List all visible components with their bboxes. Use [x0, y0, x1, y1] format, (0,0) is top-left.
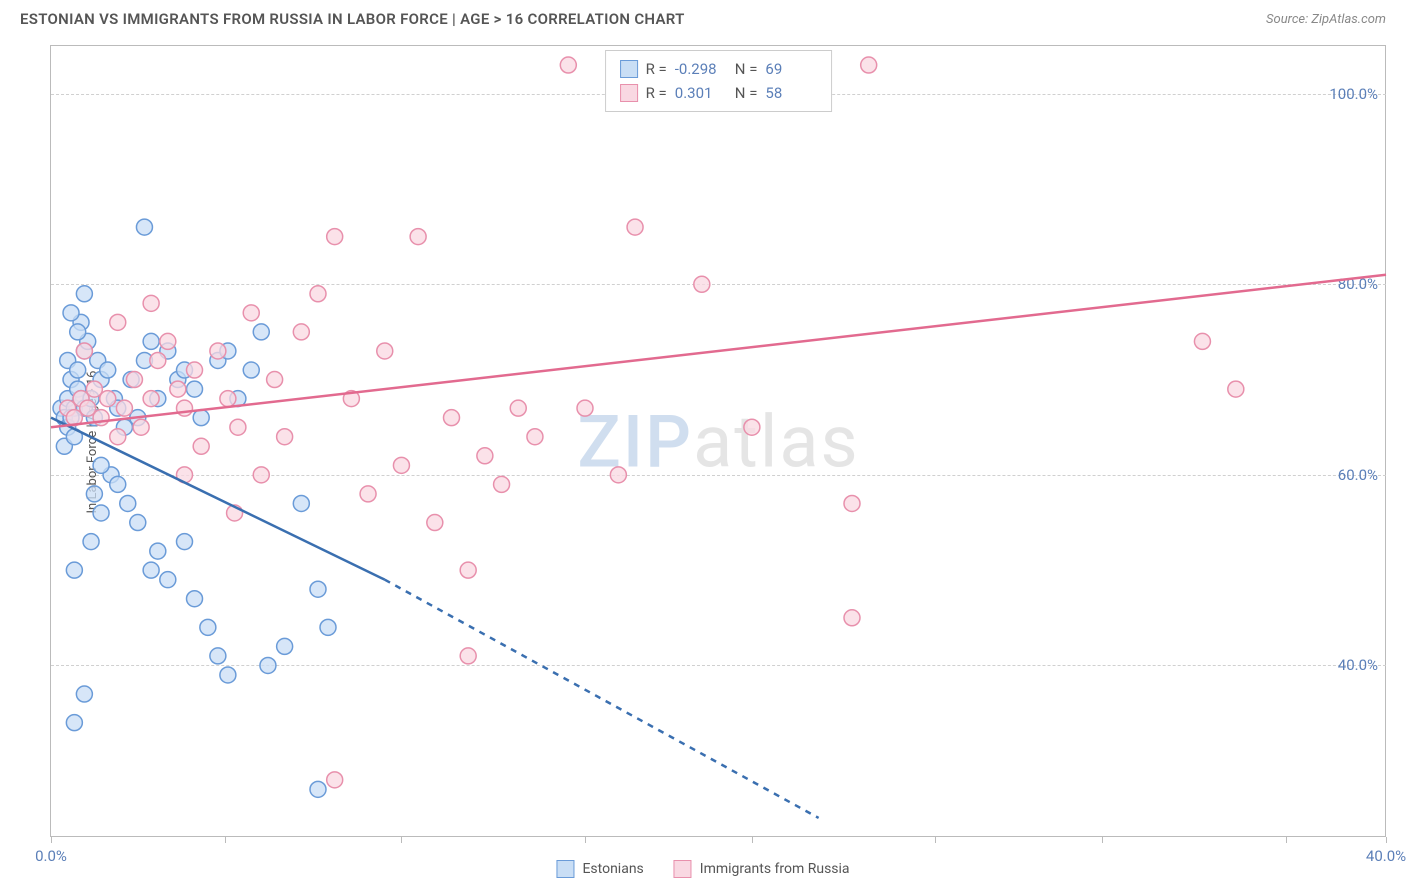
x-tick — [1102, 837, 1103, 843]
swatch-russia — [620, 84, 638, 102]
x-tick — [401, 837, 402, 843]
x-tick — [1386, 837, 1387, 843]
r-label: R = — [646, 57, 667, 81]
swatch-estonians — [620, 60, 638, 78]
legend-label-estonians: Estonians — [582, 861, 643, 877]
r-label: R = — [646, 81, 667, 105]
n-label: N = — [735, 57, 758, 81]
chart-title: ESTONIAN VS IMMIGRANTS FROM RUSSIA IN LA… — [20, 10, 685, 28]
x-tick — [935, 837, 936, 843]
n-label: N = — [735, 81, 758, 105]
n-value-russia: 58 — [765, 81, 817, 105]
r-value-russia: 0.301 — [675, 81, 727, 105]
series-legend: Estonians Immigrants from Russia — [556, 860, 849, 878]
x-tick — [585, 837, 586, 843]
chart-plot-area: In Labor Force | Age > 16 ZIPatlas 40.0%… — [50, 45, 1386, 837]
x-tick — [51, 837, 52, 843]
x-tick — [225, 837, 226, 843]
source-attribution: Source: ZipAtlas.com — [1266, 12, 1386, 27]
x-tick — [1286, 837, 1287, 843]
swatch-russia — [674, 860, 692, 878]
legend-item-estonians: Estonians — [556, 860, 643, 878]
r-value-estonians: -0.298 — [675, 57, 727, 81]
legend-item-russia: Immigrants from Russia — [674, 860, 850, 878]
scatter-svg — [51, 46, 1386, 837]
swatch-estonians — [556, 860, 574, 878]
stats-legend: R = -0.298 N = 69 R = 0.301 N = 58 — [605, 50, 833, 112]
stats-row-estonians: R = -0.298 N = 69 — [620, 57, 818, 81]
x-tick-label: 0.0% — [35, 847, 67, 865]
stats-row-russia: R = 0.301 N = 58 — [620, 81, 818, 105]
legend-label-russia: Immigrants from Russia — [700, 861, 850, 877]
n-value-estonians: 69 — [765, 57, 817, 81]
x-tick — [752, 837, 753, 843]
x-tick-label: 40.0% — [1366, 847, 1406, 865]
